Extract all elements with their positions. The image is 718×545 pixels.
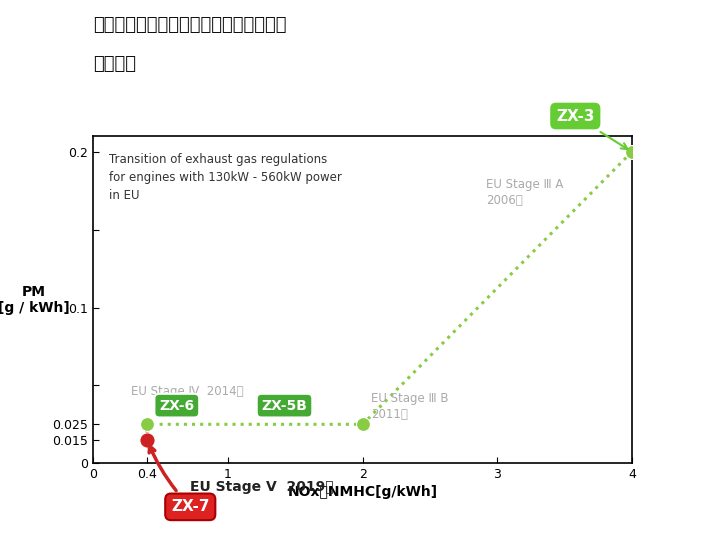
Text: ZX-6: ZX-6	[159, 398, 195, 413]
Text: ZX-7: ZX-7	[149, 446, 210, 514]
Text: ZX-3: ZX-3	[556, 108, 628, 149]
Y-axis label: PM
[g / kWh]: PM [g / kWh]	[0, 284, 70, 315]
Text: EU Stage Ⅳ  2014～: EU Stage Ⅳ 2014～	[131, 385, 243, 398]
Text: EU Stage V  2019～: EU Stage V 2019～	[190, 480, 334, 494]
Text: EU Stage Ⅲ B
2011～: EU Stage Ⅲ B 2011～	[370, 392, 448, 421]
Text: ZX-5B: ZX-5B	[261, 398, 307, 413]
X-axis label: NOx＋NMHC[g/kWh]: NOx＋NMHC[g/kWh]	[287, 485, 438, 499]
Text: Transition of exhaust gas regulations
for engines with 130kW - 560kW power
in EU: Transition of exhaust gas regulations fo…	[109, 153, 342, 202]
Text: 排出ガス規制値の変遷とショベルの対応: 排出ガス規制値の変遷とショベルの対応	[93, 16, 286, 34]
Text: シリーズ: シリーズ	[93, 54, 136, 72]
Text: EU Stage Ⅲ A
2006～: EU Stage Ⅲ A 2006～	[487, 178, 564, 207]
